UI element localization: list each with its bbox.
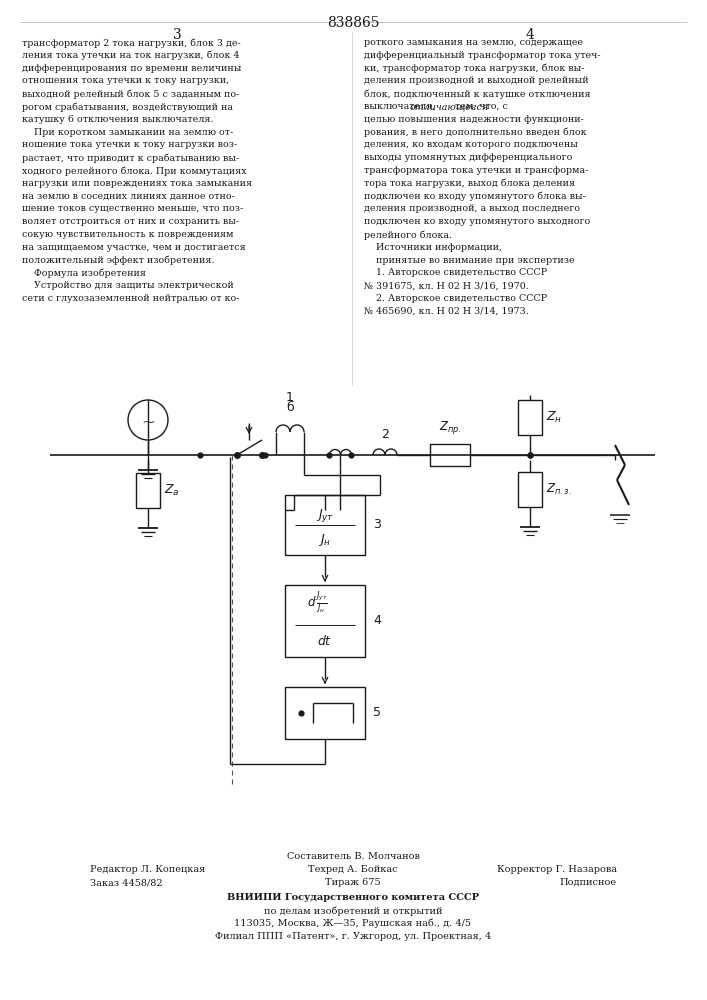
Text: принятые во внимание при экспертизе: принятые во внимание при экспертизе — [364, 256, 575, 265]
Text: $J_{ут}$: $J_{ут}$ — [316, 506, 334, 524]
Text: 2. Авторское свидетельство СССР: 2. Авторское свидетельство СССР — [364, 294, 547, 303]
Text: Устройство для защиты электрической: Устройство для защиты электрической — [22, 281, 234, 290]
Text: дифференцирования по времени величины: дифференцирования по времени величины — [22, 64, 241, 73]
Text: дифференциальный трансформатор тока утеч-: дифференциальный трансформатор тока утеч… — [364, 51, 601, 60]
Text: шение токов существенно меньше, что поз-: шение токов существенно меньше, что поз- — [22, 204, 243, 213]
Text: $Z_{п.з.}$: $Z_{п.з.}$ — [546, 482, 572, 497]
Text: Источники информации,: Источники информации, — [364, 243, 502, 252]
Text: $J_{н}$: $J_{н}$ — [318, 532, 332, 548]
Text: 1. Авторское свидетельство СССР: 1. Авторское свидетельство СССР — [364, 268, 547, 277]
Text: 5: 5 — [373, 706, 381, 720]
Text: рогом срабатывания, воздействующий на: рогом срабатывания, воздействующий на — [22, 102, 233, 111]
Text: сокую чувствительность к повреждениям: сокую чувствительность к повреждениям — [22, 230, 233, 239]
Text: 838865: 838865 — [327, 16, 379, 30]
Text: Составитель В. Молчанов: Составитель В. Молчанов — [286, 852, 419, 861]
Text: ходного релейного блока. При коммутациях: ходного релейного блока. При коммутациях — [22, 166, 247, 176]
Text: целью повышения надежности функциони-: целью повышения надежности функциони- — [364, 115, 584, 124]
Bar — [518, 400, 542, 435]
Text: Подписное: Подписное — [560, 878, 617, 887]
Text: нагрузки или повреждениях тока замыкания: нагрузки или повреждениях тока замыкания — [22, 179, 252, 188]
Text: Техред А. Бойкас: Техред А. Бойкас — [308, 865, 398, 874]
Text: подключен ко входу упомянутого выходного: подключен ко входу упомянутого выходного — [364, 217, 590, 226]
Text: растает, что приводит к срабатыванию вы-: растает, что приводит к срабатыванию вы- — [22, 153, 239, 163]
Bar — [285, 687, 365, 739]
Text: ношение тока утечки к току нагрузки воз-: ношение тока утечки к току нагрузки воз- — [22, 140, 238, 149]
Text: роткого замыкания на землю, содержащее: роткого замыкания на землю, содержащее — [364, 38, 583, 47]
Text: 2: 2 — [381, 428, 389, 441]
Text: ления тока утечки на ток нагрузки, блок 4: ления тока утечки на ток нагрузки, блок … — [22, 51, 240, 60]
Text: $Z_{пр.}$: $Z_{пр.}$ — [439, 419, 461, 436]
Text: 4: 4 — [525, 28, 534, 42]
Text: № 465690, кл. Н 02 Н 3/14, 1973.: № 465690, кл. Н 02 Н 3/14, 1973. — [364, 307, 529, 316]
Bar — [285, 495, 365, 555]
Text: тем, что, с: тем, что, с — [452, 102, 508, 111]
Text: выходной релейный блок 5 с заданным по-: выходной релейный блок 5 с заданным по- — [22, 89, 240, 99]
Text: катушку 6 отключения выключателя.: катушку 6 отключения выключателя. — [22, 115, 214, 124]
Text: выключателя,: выключателя, — [364, 102, 438, 111]
Text: № 391675, кл. Н 02 Н 3/16, 1970.: № 391675, кл. Н 02 Н 3/16, 1970. — [364, 281, 529, 290]
Bar — [285, 585, 365, 657]
Text: рования, в него дополнительно введен блок: рования, в него дополнительно введен бло… — [364, 128, 587, 137]
Bar — [136, 473, 160, 508]
Text: 3: 3 — [173, 28, 182, 42]
Text: ~: ~ — [141, 414, 155, 430]
Text: 3: 3 — [373, 518, 381, 532]
Text: 1: 1 — [286, 391, 294, 404]
Text: подключен ко входу упомянутого блока вы-: подключен ко входу упомянутого блока вы- — [364, 192, 586, 201]
Text: Корректор Г. Назарова: Корректор Г. Назарова — [497, 865, 617, 874]
Text: трансформатора тока утечки и трансформа-: трансформатора тока утечки и трансформа- — [364, 166, 588, 175]
Text: Заказ 4458/82: Заказ 4458/82 — [90, 878, 163, 887]
Bar — [430, 444, 470, 466]
Text: блок, подключенный к катушке отключения: блок, подключенный к катушке отключения — [364, 89, 590, 99]
Text: Редактор Л. Копецкая: Редактор Л. Копецкая — [90, 865, 205, 874]
Text: выходы упомянутых дифференциального: выходы упомянутых дифференциального — [364, 153, 573, 162]
Text: на землю в соседних линиях данное отно-: на землю в соседних линиях данное отно- — [22, 192, 235, 201]
Text: на защищаемом участке, чем и достигается: на защищаемом участке, чем и достигается — [22, 243, 246, 252]
Text: отношения тока утечки к току нагрузки,: отношения тока утечки к току нагрузки, — [22, 76, 229, 85]
Text: $d\,\frac{J_{ут}}{J_н}$: $d\,\frac{J_{ут}}{J_н}$ — [307, 590, 327, 616]
Bar — [518, 472, 542, 507]
Text: сети с глухозаземленной нейтралью от ко-: сети с глухозаземленной нейтралью от ко- — [22, 294, 240, 303]
Text: 113035, Москва, Ж—35, Раушская наб., д. 4/5: 113035, Москва, Ж—35, Раушская наб., д. … — [235, 919, 472, 928]
Text: ки, трансформатор тока нагрузки, блок вы-: ки, трансформатор тока нагрузки, блок вы… — [364, 64, 585, 73]
Text: $Z_a$: $Z_a$ — [164, 483, 180, 498]
Text: отличающееся: отличающееся — [410, 102, 489, 111]
Text: Формула изобретения: Формула изобретения — [22, 268, 146, 278]
Text: б: б — [286, 401, 294, 414]
Text: Филиал ППП «Патент», г. Ужгород, ул. Проектная, 4: Филиал ППП «Патент», г. Ужгород, ул. Про… — [215, 932, 491, 941]
Text: ВНИИПИ Государственного комитета СССР: ВНИИПИ Государственного комитета СССР — [227, 893, 479, 902]
Text: деления, ко входам которого подключены: деления, ко входам которого подключены — [364, 140, 578, 149]
Text: деления производной и выходной релейный: деления производной и выходной релейный — [364, 76, 589, 85]
Text: $Z_н$: $Z_н$ — [546, 410, 562, 425]
Text: релейного блока.: релейного блока. — [364, 230, 452, 239]
Text: по делам изобретений и открытий: по делам изобретений и открытий — [264, 906, 443, 916]
Text: воляет отстроиться от них и сохранить вы-: воляет отстроиться от них и сохранить вы… — [22, 217, 239, 226]
Text: положительный эффект изобретения.: положительный эффект изобретения. — [22, 256, 214, 265]
Text: Тираж 675: Тираж 675 — [325, 878, 381, 887]
Text: трансформатор 2 тока нагрузки, блок 3 де-: трансформатор 2 тока нагрузки, блок 3 де… — [22, 38, 241, 47]
Text: При коротком замыкании на землю от-: При коротком замыкании на землю от- — [22, 128, 233, 137]
Text: $dt$: $dt$ — [317, 634, 332, 648]
Text: 4: 4 — [373, 614, 381, 628]
Text: тора тока нагрузки, выход блока деления: тора тока нагрузки, выход блока деления — [364, 179, 575, 188]
Text: деления производной, а выход последнего: деления производной, а выход последнего — [364, 204, 580, 213]
